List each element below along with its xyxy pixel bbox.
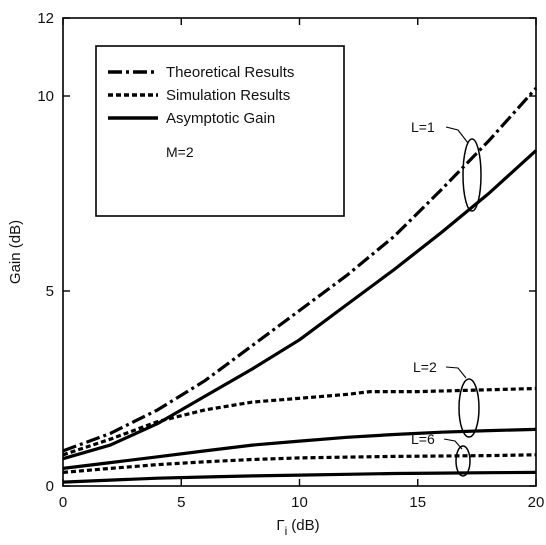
- legend-label-asymptotic: Asymptotic Gain: [166, 110, 275, 127]
- series-line-l1-dashdot: [62, 87, 538, 453]
- y-tick-label: 12: [37, 10, 54, 27]
- series-line-l2-solid: [62, 427, 537, 470]
- series-line-l1-solid: [62, 149, 538, 461]
- x-tick-label: 15: [409, 494, 426, 511]
- group-annotations: L=1 L=2 L=6: [411, 119, 482, 477]
- x-axis-label-unit: (dB): [291, 517, 319, 534]
- series-line-l2-dotted: [62, 386, 537, 457]
- annotation-l6: L=6: [411, 431, 435, 447]
- x-tick-label: 5: [177, 494, 185, 511]
- y-tick-label: 10: [37, 88, 54, 105]
- legend: Theoretical Results Simulation Results A…: [95, 45, 345, 217]
- annotation-l2-ellipse: [458, 378, 480, 438]
- series-layer: [62, 87, 538, 484]
- axis-ticks: 0 5 10 15 20 0 5 10 12: [37, 10, 544, 511]
- legend-box: [95, 45, 345, 217]
- annotation-l2: L=2: [413, 359, 437, 375]
- annotation-l1: L=1: [411, 119, 435, 135]
- series-line-l6-dotted: [62, 453, 537, 474]
- y-tick-label: 0: [46, 478, 54, 495]
- annotation-l1-ellipse: [462, 138, 482, 212]
- annotation-l2-leader: [445, 366, 467, 379]
- annotation-m2: M=2: [166, 144, 194, 160]
- x-axis-label-symbol: Γ: [276, 517, 284, 534]
- y-axis-label: Gain (dB): [7, 220, 24, 284]
- x-tick-label: 0: [59, 494, 67, 511]
- series-line-l6-solid: [62, 470, 537, 484]
- annotation-l6-ellipse: [455, 445, 471, 477]
- x-axis-label-subscript: i: [285, 524, 288, 538]
- annotation-l6-leader: [443, 438, 463, 450]
- x-axis-label: Γi (dB): [276, 517, 319, 538]
- y-tick-label: 5: [46, 283, 54, 300]
- legend-label-simulation: Simulation Results: [166, 87, 290, 104]
- x-tick-label: 10: [291, 494, 308, 511]
- x-tick-label: 20: [528, 494, 545, 511]
- legend-label-theoretical: Theoretical Results: [166, 64, 294, 81]
- annotation-l1-leader: [445, 126, 469, 144]
